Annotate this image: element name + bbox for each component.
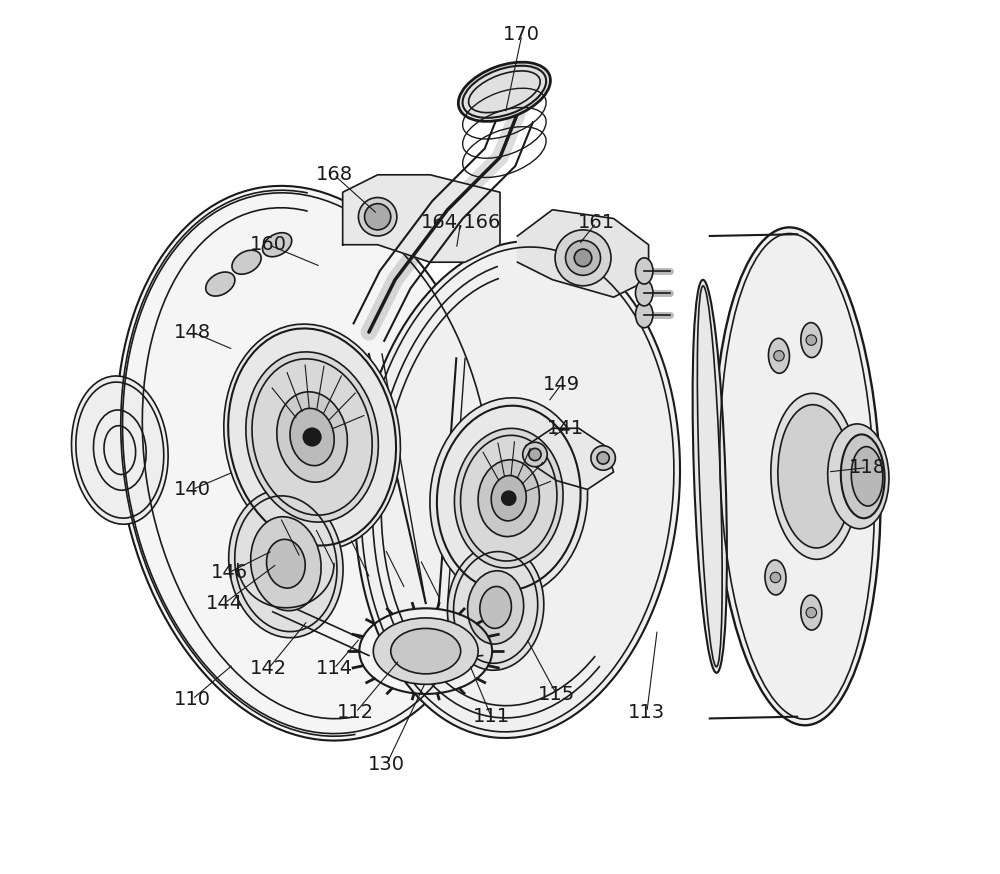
Text: 118: 118 — [849, 458, 886, 477]
Ellipse shape — [458, 62, 550, 121]
Circle shape — [806, 335, 817, 345]
Ellipse shape — [430, 398, 588, 599]
Text: 142: 142 — [250, 659, 287, 678]
Ellipse shape — [71, 376, 168, 524]
Text: 148: 148 — [174, 323, 211, 342]
Ellipse shape — [246, 352, 378, 522]
Ellipse shape — [768, 338, 789, 373]
Circle shape — [806, 607, 817, 618]
Ellipse shape — [801, 323, 822, 357]
Ellipse shape — [355, 241, 680, 738]
Text: 164,166: 164,166 — [420, 213, 501, 232]
Polygon shape — [343, 175, 500, 262]
Circle shape — [529, 448, 541, 461]
Ellipse shape — [454, 428, 563, 568]
Text: 146: 146 — [210, 563, 248, 582]
Text: 168: 168 — [315, 165, 353, 184]
Ellipse shape — [778, 405, 851, 548]
Ellipse shape — [263, 232, 292, 257]
Text: 111: 111 — [473, 707, 510, 726]
Text: 130: 130 — [368, 755, 405, 774]
Text: 112: 112 — [337, 703, 374, 722]
Ellipse shape — [693, 280, 727, 673]
Ellipse shape — [765, 560, 786, 595]
Text: 170: 170 — [503, 25, 540, 45]
Ellipse shape — [373, 618, 478, 684]
Text: 140: 140 — [174, 480, 211, 499]
Circle shape — [303, 428, 321, 446]
Circle shape — [591, 446, 615, 470]
Ellipse shape — [229, 489, 343, 638]
Circle shape — [574, 249, 592, 267]
Ellipse shape — [232, 250, 261, 274]
Ellipse shape — [251, 517, 321, 611]
Circle shape — [770, 572, 781, 583]
Text: 144: 144 — [206, 593, 243, 613]
Ellipse shape — [468, 571, 524, 644]
Circle shape — [774, 350, 784, 361]
Ellipse shape — [447, 545, 544, 670]
Circle shape — [502, 491, 516, 505]
Ellipse shape — [391, 628, 461, 674]
Ellipse shape — [828, 424, 889, 529]
Text: 160: 160 — [250, 235, 287, 254]
Ellipse shape — [480, 586, 511, 628]
Circle shape — [597, 452, 609, 464]
Circle shape — [555, 230, 611, 286]
Ellipse shape — [635, 280, 653, 306]
Ellipse shape — [491, 475, 526, 521]
Ellipse shape — [206, 272, 235, 296]
Text: 114: 114 — [315, 659, 353, 678]
Text: 115: 115 — [538, 685, 575, 704]
Ellipse shape — [801, 595, 822, 630]
Ellipse shape — [267, 539, 305, 588]
Text: 110: 110 — [174, 690, 211, 709]
Circle shape — [523, 442, 547, 467]
Text: 161: 161 — [578, 213, 615, 232]
Text: 149: 149 — [543, 375, 580, 394]
Ellipse shape — [277, 392, 347, 482]
Ellipse shape — [224, 324, 400, 550]
Ellipse shape — [635, 302, 653, 328]
Ellipse shape — [841, 434, 885, 518]
Ellipse shape — [116, 186, 499, 740]
Polygon shape — [526, 428, 614, 489]
Circle shape — [358, 198, 397, 236]
Text: 113: 113 — [628, 703, 665, 722]
Ellipse shape — [714, 227, 881, 725]
Ellipse shape — [851, 447, 883, 506]
Ellipse shape — [478, 460, 539, 537]
Ellipse shape — [635, 258, 653, 284]
Polygon shape — [517, 210, 649, 297]
Circle shape — [365, 204, 391, 230]
Ellipse shape — [771, 393, 858, 559]
Text: 141: 141 — [547, 419, 584, 438]
Circle shape — [566, 240, 601, 275]
Ellipse shape — [290, 408, 334, 466]
